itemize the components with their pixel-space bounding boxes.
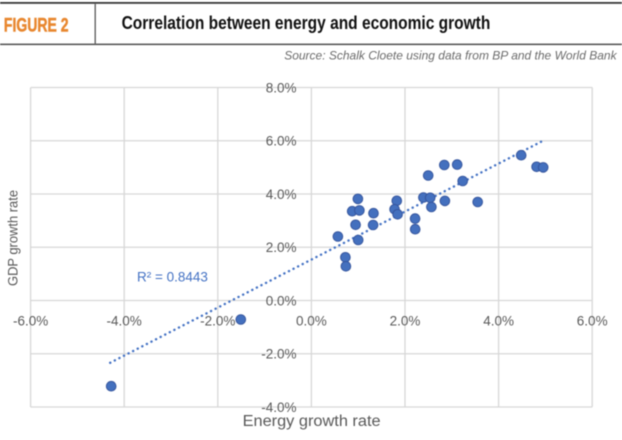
svg-text:0.0%: 0.0% bbox=[296, 314, 327, 329]
svg-text:-6.0%: -6.0% bbox=[13, 314, 48, 329]
svg-text:-2.0%: -2.0% bbox=[200, 314, 235, 329]
svg-text:Source: Schalk Cloete using da: Source: Schalk Cloete using data from BP… bbox=[284, 49, 617, 63]
svg-text:FIGURE 2: FIGURE 2 bbox=[4, 15, 69, 37]
svg-text:2.0%: 2.0% bbox=[390, 314, 421, 329]
svg-text:2.0%: 2.0% bbox=[266, 240, 297, 255]
svg-text:0.0%: 0.0% bbox=[266, 293, 297, 308]
svg-text:R² = 0.8443: R² = 0.8443 bbox=[137, 270, 208, 285]
svg-text:4.0%: 4.0% bbox=[483, 314, 514, 329]
svg-text:8.0%: 8.0% bbox=[266, 80, 297, 95]
svg-text:GDP growth rate: GDP growth rate bbox=[5, 190, 20, 286]
svg-text:6.0%: 6.0% bbox=[577, 314, 608, 329]
svg-text:Correlation between energy and: Correlation between energy and economic … bbox=[122, 13, 491, 33]
svg-text:4.0%: 4.0% bbox=[266, 187, 297, 202]
svg-text:6.0%: 6.0% bbox=[266, 134, 297, 149]
svg-text:-4.0%: -4.0% bbox=[261, 400, 296, 415]
svg-text:Energy growth rate: Energy growth rate bbox=[243, 413, 381, 430]
svg-text:-4.0%: -4.0% bbox=[107, 314, 142, 329]
svg-text:-2.0%: -2.0% bbox=[261, 347, 296, 362]
